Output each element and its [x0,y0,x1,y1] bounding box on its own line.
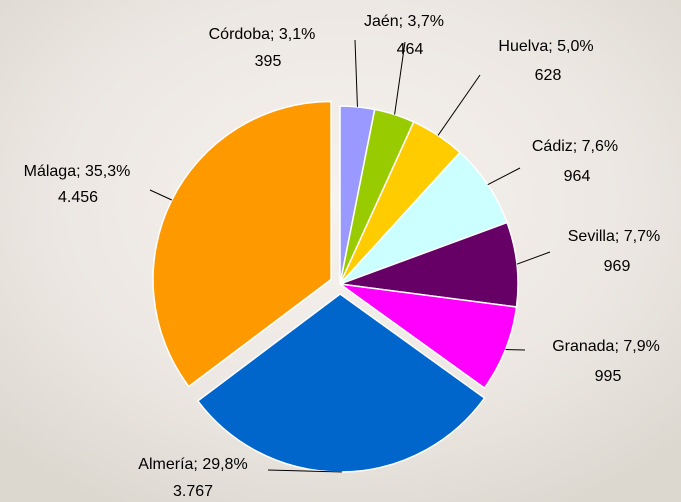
value-label: 628 [535,67,562,84]
leader-line [354,39,358,107]
leader-line [149,189,173,201]
pie [152,100,519,473]
slice-label: Córdoba; 3,1% [209,26,316,43]
value-label: 395 [255,53,282,70]
slice-label: Granada; 7,9% [552,338,660,355]
slice-label: Jaén; 3,7% [364,13,444,30]
value-label: 3.767 [173,483,213,500]
slice-label: Málaga; 35,3% [24,163,131,180]
slice-label: Sevilla; 7,7% [568,228,661,245]
slice-label: Almería; 29,8% [138,456,247,473]
leader-line [394,41,406,115]
leader-line [516,251,551,265]
slice-label: Huelva; 5,0% [498,38,593,55]
slice-label: Cádiz; 7,6% [532,138,618,155]
value-label: 995 [595,368,622,385]
value-label: 464 [397,41,424,58]
leader-line [487,167,521,186]
leader-line [437,74,481,136]
leader-line [267,469,342,473]
value-label: 964 [564,168,591,185]
value-label: 4.456 [58,189,98,206]
labels: Córdoba; 3,1% 395 Jaén; 3,7% 464 Huelva; 5,0… [24,13,661,500]
value-label: 969 [604,258,631,275]
